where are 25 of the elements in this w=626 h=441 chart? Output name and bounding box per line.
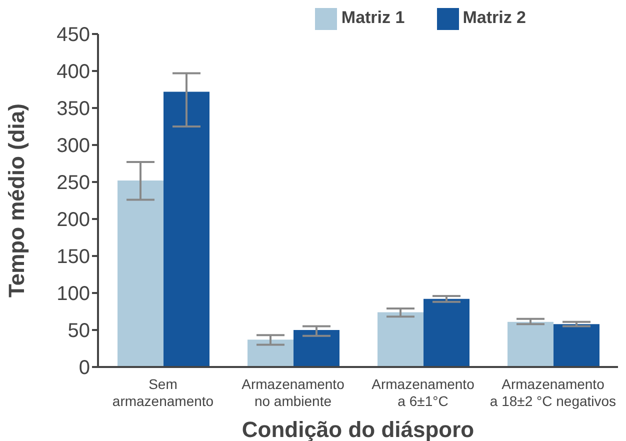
bar: [378, 312, 424, 367]
bar: [424, 298, 470, 367]
x-tick-label: Armazenamento no ambiente: [242, 376, 345, 409]
y-tick-label: 350: [56, 98, 90, 120]
x-tick-label: Sem armazenamento: [112, 376, 214, 409]
bar: [164, 92, 210, 367]
legend-label: Matriz 1: [341, 8, 405, 28]
y-tick-label: 50: [68, 320, 90, 342]
x-tick-label: Armazenamento a 6±1°C: [372, 376, 475, 409]
y-tick-label: 200: [56, 209, 90, 232]
bar: [554, 324, 600, 367]
y-tick-label: 0: [78, 357, 90, 380]
bar: [248, 340, 294, 367]
legend-label: Matriz 2: [462, 8, 526, 28]
y-tick-label: 250: [56, 172, 90, 194]
y-tick-label: 150: [56, 246, 90, 268]
y-tick-label: 400: [56, 61, 90, 84]
x-tick-label: Armazenamento a 18±2 °C negativos: [490, 376, 616, 409]
y-axis-title: Tempo médio (dia): [4, 104, 29, 298]
bar: [118, 180, 164, 367]
y-tick-label: 300: [56, 135, 90, 158]
bar: [508, 322, 554, 367]
bar: [294, 330, 340, 367]
y-tick-label: 450: [56, 24, 90, 46]
y-tick-label: 100: [56, 283, 90, 306]
